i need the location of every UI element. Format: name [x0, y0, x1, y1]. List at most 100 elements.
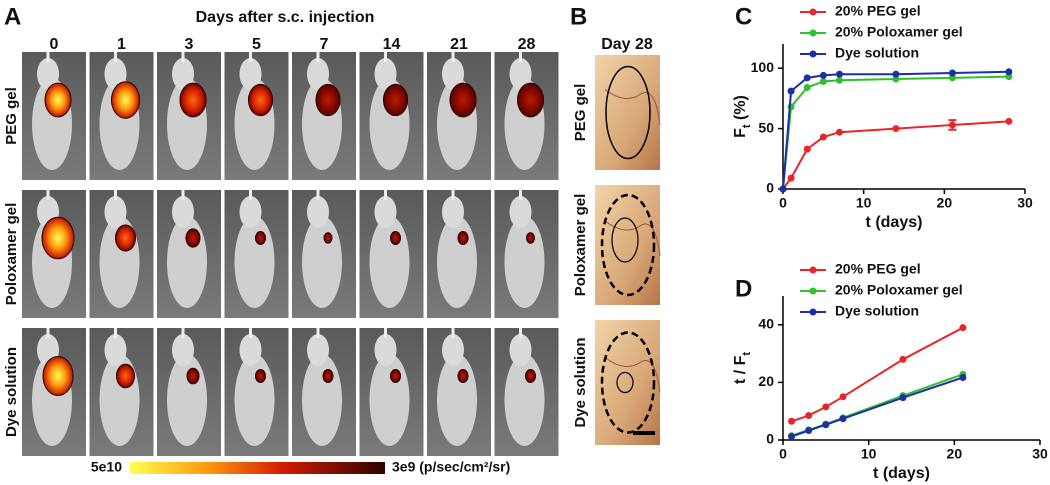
- data-point: [819, 71, 827, 79]
- mouse-head: [509, 58, 532, 90]
- mouse-head: [442, 334, 464, 366]
- y-label-part: t / F: [732, 355, 749, 384]
- mouse-body: [234, 216, 275, 308]
- legend-marker: [809, 29, 817, 37]
- series-line: [782, 120, 1009, 190]
- data-point: [803, 84, 811, 91]
- day-label: 14: [383, 36, 401, 53]
- panel-label: C: [735, 3, 752, 30]
- data-point: [839, 415, 847, 423]
- colorbar: [130, 462, 385, 474]
- vessel: [604, 220, 661, 257]
- legend-label: 20% Poloxamer gel: [835, 24, 963, 40]
- day-label: 28: [518, 36, 536, 53]
- signal: [525, 369, 536, 383]
- signal: [116, 363, 135, 389]
- y-tick-label: 40: [758, 316, 774, 332]
- legend-marker: [809, 287, 817, 295]
- outline: [605, 65, 651, 160]
- panel-label: A: [4, 3, 21, 30]
- mouse-head: [442, 58, 464, 90]
- x-tick-label: 20: [937, 195, 953, 211]
- tissue-image: [595, 185, 660, 305]
- signal: [44, 82, 72, 118]
- legend-label: 20% Poloxamer gel: [835, 282, 963, 298]
- row-label: Poloxamer gel: [3, 203, 20, 306]
- y-label-part: F: [732, 128, 749, 138]
- row-label: Poloxamer gel: [572, 194, 589, 297]
- x-tick-label: 10: [861, 446, 877, 462]
- data-point: [959, 324, 967, 332]
- data-point: [835, 76, 843, 84]
- mouse-head: [104, 58, 127, 90]
- data-point: [835, 128, 843, 136]
- signal: [390, 369, 401, 383]
- data-point: [788, 417, 796, 425]
- x-tick-label: 0: [779, 446, 787, 462]
- mouse-head: [104, 334, 127, 366]
- day-label: 1: [117, 36, 126, 53]
- mouse-body: [504, 216, 545, 308]
- signal: [111, 81, 140, 119]
- data-point: [948, 74, 956, 82]
- data-point: [819, 133, 827, 141]
- vessel: [604, 357, 661, 393]
- data-point: [779, 185, 787, 193]
- legend-label: Dye solution: [835, 45, 919, 61]
- data-point: [892, 75, 900, 83]
- row-label: PEG gel: [572, 84, 589, 142]
- signal: [248, 83, 273, 117]
- data-point: [892, 125, 900, 133]
- series-line: [782, 75, 1009, 190]
- data-point: [948, 121, 956, 129]
- mouse-head: [172, 58, 194, 90]
- mouse-head: [374, 334, 397, 366]
- mouse-body: [437, 354, 477, 446]
- y-tick-label: 0: [766, 180, 774, 196]
- mouse-body: [234, 354, 275, 446]
- x-tick-label: 10: [856, 195, 872, 211]
- mouse-head: [307, 196, 329, 228]
- day-label: 3: [185, 36, 194, 53]
- signal: [115, 224, 136, 252]
- row-label: Dye solution: [3, 347, 20, 437]
- mouse-body: [369, 216, 410, 308]
- outline: [611, 217, 639, 263]
- panel-title: Day 28: [601, 36, 653, 53]
- data-point: [787, 87, 795, 95]
- signal: [322, 369, 334, 383]
- data-point: [899, 355, 907, 363]
- y-tick-label: 100: [751, 59, 775, 75]
- mouse-head: [307, 334, 329, 366]
- mouse-body: [302, 354, 342, 446]
- signal: [255, 369, 266, 383]
- mouse-head: [104, 196, 127, 228]
- data-point: [948, 69, 956, 77]
- y-tick-label: 50: [758, 119, 774, 135]
- day-label: 7: [320, 36, 329, 53]
- mouse-body: [437, 216, 477, 308]
- series-line: [791, 376, 964, 438]
- data-point: [803, 74, 811, 82]
- panel-label: B: [570, 3, 587, 30]
- signal: [390, 231, 401, 245]
- signal: [323, 232, 333, 244]
- legend-marker: [809, 266, 817, 274]
- data-point: [805, 426, 813, 434]
- signal: [315, 83, 341, 117]
- data-point: [959, 374, 967, 382]
- day-label: 0: [50, 36, 59, 53]
- data-point: [787, 174, 795, 182]
- mouse-head: [509, 334, 532, 366]
- signal: [449, 82, 477, 118]
- mouse-head: [37, 58, 59, 90]
- mouse-body: [504, 354, 545, 446]
- x-tick-label: 30: [1017, 195, 1033, 211]
- tissue-image: [595, 320, 660, 445]
- x-tick-label: 20: [947, 446, 963, 462]
- legend-marker: [809, 308, 817, 316]
- mouse-head: [442, 196, 464, 228]
- data-point: [1005, 73, 1013, 81]
- data-point: [899, 394, 907, 402]
- legend-marker: [809, 8, 817, 16]
